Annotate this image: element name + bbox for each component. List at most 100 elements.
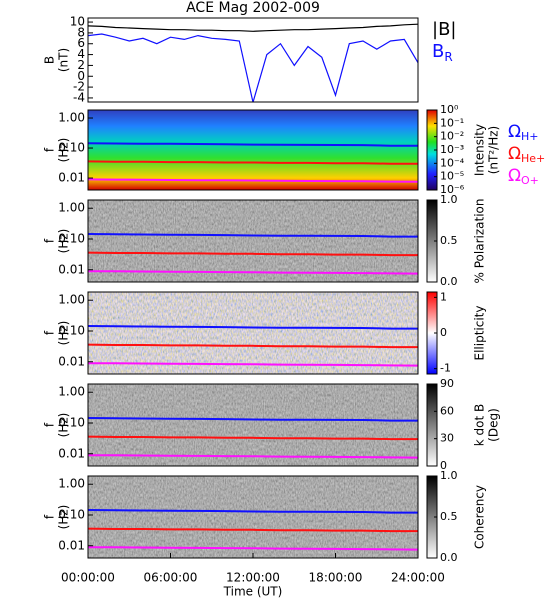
legend-subscript: H+ [521, 130, 539, 143]
colorbar [426, 383, 438, 467]
y-axis-label: B [43, 56, 57, 64]
data-line [87, 454, 419, 459]
colorbar-tick-label: 0.0 [440, 275, 458, 288]
colorbar-label: Ellipticity [473, 306, 487, 361]
spectrogram-image [88, 110, 418, 190]
y-axis-label: (Hz) [57, 413, 71, 438]
data-line [87, 417, 418, 422]
y-axis-label: (Hz) [57, 229, 71, 254]
data-line [87, 23, 419, 32]
colorbar-tick-label: 0.0 [440, 551, 458, 564]
y-tick-label: 1.00 [58, 293, 85, 307]
spectrogram-noise [88, 200, 418, 282]
colorbar-label: (Deg) [487, 408, 501, 442]
y-tick-label: 0.10 [58, 415, 85, 429]
legend-subscript: O+ [521, 174, 539, 187]
legend-subscript: He+ [521, 152, 545, 165]
data-line [87, 270, 419, 275]
x-tick-label: 00:00:00 [61, 571, 115, 585]
y-tick-label: 4 [77, 47, 85, 61]
data-line [87, 509, 418, 514]
spectrogram-noise [88, 476, 418, 558]
colorbar-label: Intensity [473, 124, 487, 176]
colorbar-tick-label: 30 [440, 432, 454, 445]
legend-name: |B| [432, 19, 456, 40]
y-tick-label: 0.10 [58, 507, 85, 521]
x-tick-label: 12:00:00 [226, 571, 280, 585]
plot-frame [87, 17, 419, 103]
colorbar-tick-label: 1.0 [440, 469, 458, 482]
legend-name: B [432, 41, 444, 62]
y-axis-label: (Hz) [57, 505, 71, 530]
colorbar-tick-label: 60 [440, 404, 454, 417]
legend-name: Ω [508, 122, 521, 142]
x-tick-label: 18:00:00 [309, 571, 363, 585]
y-tick-label: 6 [77, 36, 85, 50]
legend-name: Ω [508, 144, 521, 164]
y-axis-label: f [43, 147, 57, 152]
y-tick-label: -4 [73, 90, 85, 104]
data-line [87, 546, 419, 551]
y-tick-label: -2 [73, 80, 85, 94]
y-tick-label: 1.00 [58, 385, 85, 399]
data-line [87, 251, 418, 257]
colorbar-tick-label: 1.0 [440, 193, 458, 206]
plot-frame [87, 109, 419, 191]
data-line [87, 325, 418, 330]
data-line [87, 362, 419, 367]
y-axis-label: f [43, 514, 57, 519]
x-axis-label: Time (UT) [223, 585, 283, 599]
plot-frame [87, 199, 419, 283]
colorbar-label: % Polarization [473, 199, 487, 284]
y-tick-label: 0 [77, 69, 85, 83]
plot-frame [87, 291, 419, 375]
legend-label: ΩO+ [508, 166, 539, 187]
y-axis-label: (Hz) [57, 138, 71, 163]
legend-name: Ω [508, 166, 521, 186]
y-axis-label: f [43, 422, 57, 427]
data-line [87, 527, 418, 533]
colorbar-tick-label: 1 [440, 290, 447, 303]
legend-subscript: R [444, 50, 452, 64]
colorbar-tick-label: 10⁰ [440, 103, 459, 116]
data-line [87, 343, 418, 349]
spectrogram-noise [88, 384, 418, 466]
colorbar-tick-label: 0 [440, 459, 447, 472]
y-tick-label: 0.01 [58, 171, 85, 185]
data-line [87, 142, 418, 147]
data-line [87, 33, 419, 103]
y-tick-label: 0.01 [58, 446, 85, 460]
legend-label: BR [432, 41, 453, 64]
y-tick-label: 10 [70, 15, 85, 29]
y-tick-label: 0.10 [58, 323, 85, 337]
y-tick-label: 0.01 [58, 262, 85, 276]
legend-label: |B| [432, 19, 456, 40]
y-tick-label: 8 [77, 25, 85, 39]
y-axis-label: (Hz) [57, 321, 71, 346]
y-axis-label: (nT) [57, 48, 71, 72]
chart-title: ACE Mag 2002-009 [186, 0, 320, 16]
colorbar-tick-label: -1 [440, 362, 451, 375]
colorbar-tick-label: 10⁻⁴ [440, 156, 465, 169]
x-tick-label: 24:00:00 [391, 571, 445, 585]
colorbar-tick-label: 10⁻³ [440, 143, 464, 156]
data-line [87, 160, 418, 165]
colorbar-label: k dot B [473, 404, 487, 446]
colorbar-tick-label: 10⁻⁵ [440, 170, 464, 183]
y-tick-label: 0.01 [58, 538, 85, 552]
colorbar-tick-label: 10⁻⁶ [440, 183, 465, 196]
y-tick-label: 1.00 [58, 111, 85, 125]
colorbar-tick-label: 10⁻² [440, 130, 464, 143]
data-line [87, 178, 419, 183]
y-tick-label: 0.10 [58, 231, 85, 245]
colorbar-tick-label: 0 [440, 326, 447, 339]
colorbar-label: Coherency [473, 485, 487, 549]
colorbar-tick-label: 0.5 [440, 510, 458, 523]
y-tick-label: 0.10 [58, 141, 85, 155]
colorbar-tick-label: 0.5 [440, 234, 458, 247]
y-axis-label: f [43, 238, 57, 243]
data-line [87, 233, 418, 238]
y-tick-label: 1.00 [58, 477, 85, 491]
spectrogram-noise [88, 292, 418, 374]
